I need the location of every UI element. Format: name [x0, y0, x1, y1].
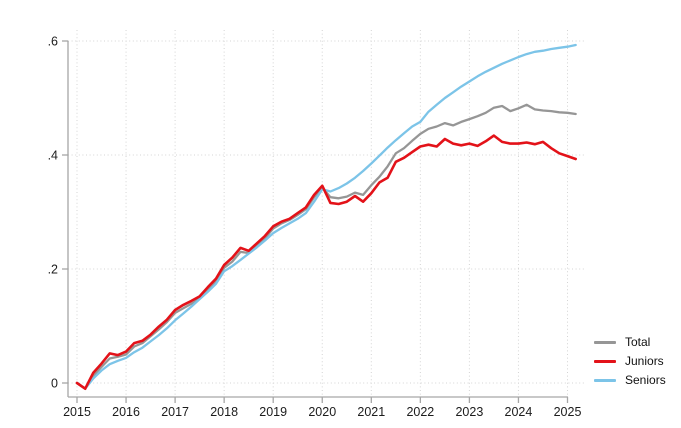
series-line-total: [75, 103, 577, 390]
legend-label-total: Total: [625, 335, 651, 349]
x-tick-label: 2023: [455, 405, 483, 419]
x-tick-label: 2015: [63, 405, 91, 419]
x-tick-label: 2017: [161, 405, 189, 419]
y-tick-label: .6: [48, 35, 58, 49]
x-tick-label: 2020: [308, 405, 336, 419]
legend-line-swatch-juniors: [594, 360, 616, 363]
legend-line-swatch-seniors: [594, 379, 616, 382]
legend-item-total: Total: [594, 335, 666, 350]
y-tick-label: 0: [51, 377, 58, 391]
x-tick-label: 2021: [357, 405, 385, 419]
legend: Total Juniors Seniors: [594, 335, 666, 388]
x-tick-label: 2018: [210, 405, 238, 419]
legend-line-swatch-total: [594, 341, 616, 344]
legend-label-juniors: Juniors: [625, 354, 664, 368]
y-tick-label: .2: [48, 263, 58, 277]
x-tick-label: 2024: [505, 405, 533, 419]
x-tick-label: 2025: [554, 405, 582, 419]
legend-item-seniors: Seniors: [594, 373, 666, 388]
y-tick-label: .4: [48, 149, 58, 163]
series-line-juniors: [75, 134, 578, 391]
x-tick-label: 2019: [259, 405, 287, 419]
series-line-seniors: [75, 43, 577, 390]
x-tick-label: 2022: [406, 405, 434, 419]
legend-label-seniors: Seniors: [625, 373, 666, 387]
legend-item-juniors: Juniors: [594, 354, 666, 369]
x-tick-label: 2016: [112, 405, 140, 419]
